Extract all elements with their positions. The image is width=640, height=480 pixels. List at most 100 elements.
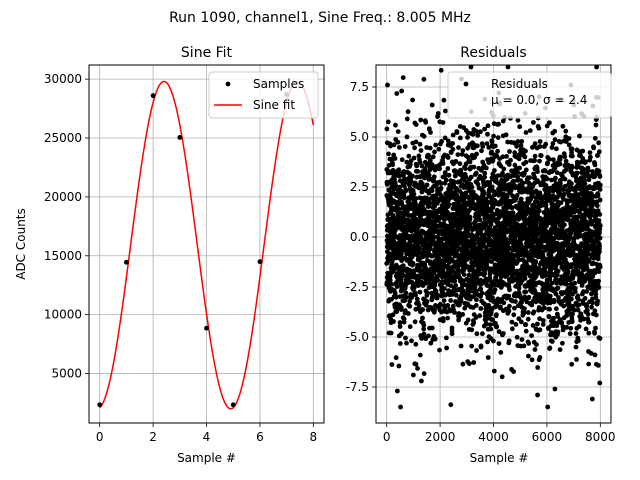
residual-point bbox=[413, 341, 419, 347]
residual-point bbox=[562, 222, 567, 228]
residual-point bbox=[591, 145, 597, 151]
residual-point bbox=[463, 174, 469, 180]
residual-point bbox=[504, 154, 509, 159]
residual-point bbox=[527, 128, 533, 134]
residual-point bbox=[492, 143, 498, 149]
residual-point bbox=[405, 109, 411, 115]
residual-point bbox=[445, 166, 451, 171]
residual-point bbox=[435, 277, 441, 283]
residual-point bbox=[523, 167, 529, 173]
residual-point bbox=[597, 182, 603, 188]
residual-point bbox=[541, 305, 547, 311]
residual-point bbox=[453, 211, 459, 217]
residual-point bbox=[489, 149, 494, 155]
residual-point bbox=[432, 258, 438, 264]
residual-point bbox=[569, 146, 575, 152]
residual-point bbox=[576, 338, 581, 344]
residual-point bbox=[415, 366, 420, 371]
residual-point bbox=[478, 286, 484, 292]
residual-point bbox=[596, 269, 602, 274]
residual-point bbox=[403, 335, 408, 341]
residual-point bbox=[446, 202, 452, 208]
residual-point bbox=[411, 285, 417, 290]
residual-point bbox=[436, 255, 442, 261]
residuals-xtick-label: 8000 bbox=[585, 430, 616, 444]
residual-point bbox=[467, 214, 473, 220]
residual-point bbox=[527, 175, 532, 181]
residual-point bbox=[506, 162, 512, 167]
residual-point bbox=[477, 267, 482, 273]
residual-point bbox=[429, 325, 435, 331]
residual-point bbox=[597, 223, 603, 229]
residual-point bbox=[561, 303, 567, 309]
residual-point bbox=[537, 316, 542, 322]
residual-point bbox=[575, 293, 581, 299]
residual-point bbox=[417, 245, 423, 251]
residual-point bbox=[401, 319, 407, 325]
residual-point bbox=[391, 142, 397, 148]
residual-point bbox=[399, 258, 404, 263]
residual-point bbox=[418, 117, 424, 123]
residual-point bbox=[595, 153, 600, 159]
residual-point bbox=[593, 325, 598, 331]
residual-point bbox=[479, 148, 484, 154]
residual-point bbox=[406, 153, 412, 159]
residual-point bbox=[514, 334, 520, 340]
residual-point bbox=[572, 307, 577, 313]
residual-point bbox=[529, 333, 534, 338]
residuals-xtick-label: 2000 bbox=[425, 430, 456, 444]
residual-point bbox=[532, 158, 537, 163]
residual-point bbox=[422, 166, 428, 172]
residual-point bbox=[563, 128, 569, 134]
residual-point bbox=[435, 111, 441, 116]
residual-point bbox=[557, 161, 563, 167]
residual-point bbox=[562, 154, 568, 160]
residual-point bbox=[566, 302, 572, 307]
residual-point bbox=[504, 194, 510, 199]
residual-point bbox=[426, 333, 431, 339]
residual-point bbox=[410, 97, 415, 103]
residual-point bbox=[475, 181, 481, 187]
residual-point bbox=[546, 314, 552, 320]
residual-point bbox=[576, 297, 581, 302]
residual-point bbox=[501, 166, 507, 172]
sine-fit-xtick-label: 6 bbox=[256, 430, 264, 444]
residual-point bbox=[568, 325, 574, 331]
sine-fit-line bbox=[99, 80, 315, 410]
residual-point bbox=[431, 174, 437, 180]
residual-point bbox=[533, 299, 539, 305]
residual-point bbox=[468, 64, 474, 70]
residual-point bbox=[413, 139, 419, 145]
residual-point bbox=[544, 176, 550, 182]
legend-label-residuals: Residuals μ = 0.0, σ = 2.4 bbox=[491, 77, 587, 107]
residual-point bbox=[545, 160, 550, 166]
residual-point bbox=[547, 345, 553, 351]
residual-point bbox=[507, 303, 512, 309]
residual-point bbox=[400, 272, 405, 278]
residual-point bbox=[531, 239, 537, 245]
residuals-xtick-label: 4000 bbox=[478, 430, 509, 444]
residual-point bbox=[586, 177, 592, 183]
residual-point bbox=[588, 154, 593, 160]
residual-point bbox=[458, 297, 464, 303]
residual-point bbox=[460, 312, 466, 317]
residual-point bbox=[585, 168, 591, 173]
residual-point bbox=[441, 97, 447, 103]
residual-point bbox=[508, 157, 513, 163]
residual-point bbox=[491, 189, 497, 194]
residual-point bbox=[523, 289, 529, 295]
residual-point bbox=[595, 193, 601, 199]
residual-point bbox=[558, 154, 563, 160]
residual-point bbox=[426, 153, 431, 159]
residual-point bbox=[509, 205, 515, 211]
residual-point bbox=[499, 374, 505, 380]
residual-point bbox=[564, 324, 570, 330]
residual-point bbox=[391, 319, 396, 324]
residual-point bbox=[571, 209, 577, 215]
residual-point bbox=[514, 193, 520, 198]
residual-point bbox=[418, 378, 424, 384]
residual-point bbox=[429, 102, 435, 108]
residual-point bbox=[421, 76, 427, 82]
residual-point bbox=[397, 341, 403, 346]
residual-point bbox=[585, 311, 591, 317]
